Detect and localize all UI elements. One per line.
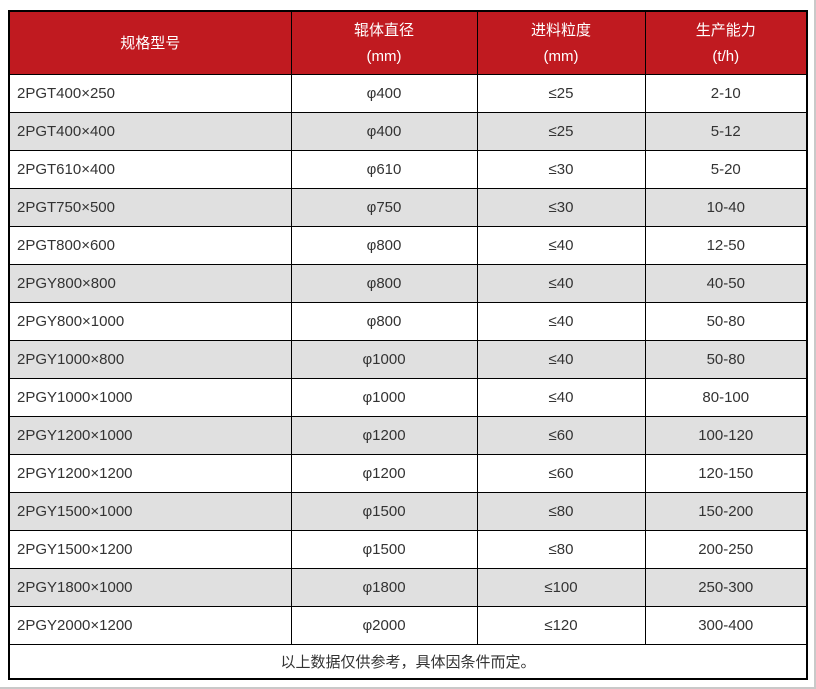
cell-model: 2PGT750×500 [8, 188, 292, 227]
cell-diameter: φ400 [290, 112, 478, 151]
cell-model: 2PGT610×400 [8, 150, 292, 189]
cell-capacity: 12-50 [644, 226, 808, 265]
cell-diameter: φ800 [290, 226, 478, 265]
cell-diameter: φ1800 [290, 568, 478, 607]
header-label-capacity: 生产能力 [695, 22, 756, 39]
cell-model: 2PGY1500×1000 [8, 492, 292, 531]
cell-capacity: 250-300 [644, 568, 808, 607]
cell-capacity: 5-20 [644, 150, 808, 189]
cell-capacity: 50-80 [644, 340, 808, 379]
cell-model: 2PGY800×800 [8, 264, 292, 303]
cell-capacity: 40-50 [644, 264, 808, 303]
cell-feed-size: ≤40 [476, 264, 646, 303]
header-unit-feed-size: (mm) [543, 48, 579, 65]
cell-feed-size: ≤60 [476, 454, 646, 493]
cell-model: 2PGY1000×1000 [8, 378, 292, 417]
footnote-row: 以上数据仅供参考，具体因条件而定。 [8, 644, 808, 680]
cell-feed-size: ≤60 [476, 416, 646, 455]
cell-diameter: φ800 [290, 264, 478, 303]
cell-diameter: φ750 [290, 188, 478, 227]
header-unit-capacity: (t/h) [712, 48, 740, 65]
cell-feed-size: ≤25 [476, 112, 646, 151]
cell-capacity: 2-10 [644, 74, 808, 113]
cell-diameter: φ1200 [290, 454, 478, 493]
cell-diameter: φ1000 [290, 340, 478, 379]
cell-capacity: 200-250 [644, 530, 808, 569]
cell-feed-size: ≤40 [476, 378, 646, 417]
cell-feed-size: ≤120 [476, 606, 646, 645]
cell-feed-size: ≤25 [476, 74, 646, 113]
cell-feed-size: ≤30 [476, 188, 646, 227]
cell-capacity: 10-40 [644, 188, 808, 227]
cell-diameter: φ1000 [290, 378, 478, 417]
header-row: 规格型号 辊体直径 (mm) 进料粒度 (mm) 生产能力 (t/h) [8, 10, 808, 75]
table-row: 2PGY1200×1000 φ1200 ≤60 100-120 [8, 416, 808, 455]
table-footnote: 以上数据仅供参考，具体因条件而定。 [8, 644, 808, 680]
cell-model: 2PGY1200×1000 [8, 416, 292, 455]
header-unit-diameter: (mm) [366, 48, 402, 65]
header-label-model: 规格型号 [120, 34, 181, 52]
cell-feed-size: ≤80 [476, 492, 646, 531]
table-row: 2PGY800×1000 φ800 ≤40 50-80 [8, 302, 808, 341]
table-row: 2PGY1200×1200 φ1200 ≤60 120-150 [8, 454, 808, 493]
cell-feed-size: ≤40 [476, 226, 646, 265]
cell-model: 2PGY1500×1200 [8, 530, 292, 569]
table-row: 2PGT400×250 φ400 ≤25 2-10 [8, 74, 808, 113]
cell-diameter: φ1500 [290, 492, 478, 531]
cell-diameter: φ610 [290, 150, 478, 189]
cell-capacity: 150-200 [644, 492, 808, 531]
cell-diameter: φ400 [290, 74, 478, 113]
cell-model: 2PGY800×1000 [8, 302, 292, 341]
table-footer: 以上数据仅供参考，具体因条件而定。 [8, 644, 808, 680]
cell-diameter: φ1500 [290, 530, 478, 569]
cell-model: 2PGY1800×1000 [8, 568, 292, 607]
table-row: 2PGY1800×1000 φ1800 ≤100 250-300 [8, 568, 808, 607]
table-body: 2PGT400×250 φ400 ≤25 2-10 2PGT400×400 φ400 ≤25… [8, 74, 808, 645]
cell-model: 2PGY2000×1200 [8, 606, 292, 645]
header-cell-feed-size: 进料粒度 (mm) [476, 10, 646, 75]
cell-capacity: 80-100 [644, 378, 808, 417]
header-label-diameter: 辊体直径 [353, 22, 414, 39]
cell-capacity: 100-120 [644, 416, 808, 455]
cell-diameter: φ800 [290, 302, 478, 341]
cell-model: 2PGY1000×800 [8, 340, 292, 379]
table-row: 2PGY800×800 φ800 ≤40 40-50 [8, 264, 808, 303]
cell-feed-size: ≤30 [476, 150, 646, 189]
table-row: 2PGT750×500 φ750 ≤30 10-40 [8, 188, 808, 227]
table-row: 2PGY1500×1200 φ1500 ≤80 200-250 [8, 530, 808, 569]
spec-table: 规格型号 辊体直径 (mm) 进料粒度 (mm) 生产能力 (t/h) 2PGT… [8, 10, 808, 680]
cell-model: 2PGT400×250 [8, 74, 292, 113]
cell-feed-size: ≤40 [476, 302, 646, 341]
table-row: 2PGY1000×800 φ1000 ≤40 50-80 [8, 340, 808, 379]
cell-capacity: 300-400 [644, 606, 808, 645]
cell-diameter: φ1200 [290, 416, 478, 455]
table-row: 2PGY2000×1200 φ2000 ≤120 300-400 [8, 606, 808, 645]
table-row: 2PGY1500×1000 φ1500 ≤80 150-200 [8, 492, 808, 531]
cell-model: 2PGT800×600 [8, 226, 292, 265]
header-label-feed-size: 进料粒度 [530, 22, 591, 39]
cell-capacity: 120-150 [644, 454, 808, 493]
cell-model: 2PGY1200×1200 [8, 454, 292, 493]
header-cell-diameter: 辊体直径 (mm) [290, 10, 478, 75]
cell-feed-size: ≤40 [476, 340, 646, 379]
table-header: 规格型号 辊体直径 (mm) 进料粒度 (mm) 生产能力 (t/h) [8, 10, 808, 75]
table-row: 2PGT400×400 φ400 ≤25 5-12 [8, 112, 808, 151]
cell-diameter: φ2000 [290, 606, 478, 645]
table-row: 2PGT800×600 φ800 ≤40 12-50 [8, 226, 808, 265]
table-row: 2PGY1000×1000 φ1000 ≤40 80-100 [8, 378, 808, 417]
cell-capacity: 5-12 [644, 112, 808, 151]
header-cell-model: 规格型号 [8, 10, 292, 75]
header-cell-capacity: 生产能力 (t/h) [644, 10, 808, 75]
table-row: 2PGT610×400 φ610 ≤30 5-20 [8, 150, 808, 189]
cell-capacity: 50-80 [644, 302, 808, 341]
cell-feed-size: ≤80 [476, 530, 646, 569]
cell-feed-size: ≤100 [476, 568, 646, 607]
cell-model: 2PGT400×400 [8, 112, 292, 151]
